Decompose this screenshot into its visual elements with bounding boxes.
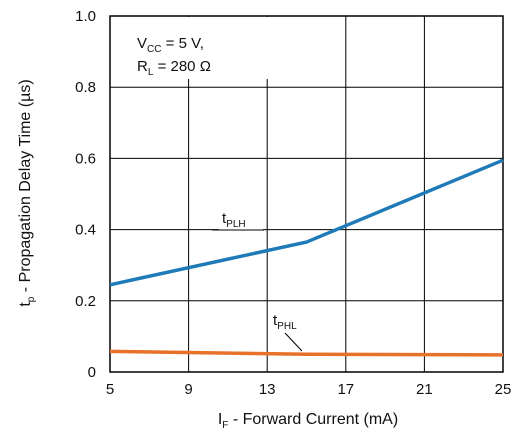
x-tick-label: 25 (495, 381, 512, 398)
y-tick-labels: 0 0.2 0.4 0.6 0.8 1.0 (75, 8, 96, 381)
annotation-vcc-main: V (137, 35, 147, 52)
series-line-tphl (110, 351, 503, 355)
series-line-tplh (110, 160, 503, 285)
y-tick-label: 1.0 (75, 8, 96, 25)
x-tick-labels: 5 9 13 17 21 25 (106, 381, 512, 398)
x-tick-label: 17 (337, 381, 354, 398)
label-leaders (212, 230, 302, 351)
y-tick-label: 0.6 (75, 150, 96, 167)
y-tick-label: 0.2 (75, 293, 96, 310)
x-tick-label: 5 (106, 381, 114, 398)
y-tick-label: 0.4 (75, 222, 96, 239)
y-tick-label: 0 (88, 364, 96, 381)
x-tick-label: 21 (416, 381, 433, 398)
annotation-vcc-sub: CC (147, 44, 161, 55)
x-tick-label: 13 (259, 381, 276, 398)
y-axis-label: tp - Propagation Delay Time (µs) (17, 79, 37, 306)
series-label-tplh-sub: PLH (226, 219, 245, 230)
y-tick-label: 0.8 (75, 79, 96, 96)
annotation-rl-main: R (137, 58, 148, 75)
y-axis-label-rest: - Propagation Delay Time (µs) (17, 79, 34, 296)
annotation-rl-rest: = 280 Ω (153, 58, 211, 75)
series-label-tphl-sub: PHL (277, 321, 297, 332)
x-axis-label-rest: - Forward Current (mA) (228, 411, 398, 428)
leader-tphl (285, 333, 302, 351)
annotation-vcc-rest: = 5 V, (161, 35, 203, 52)
x-tick-label: 9 (184, 381, 192, 398)
x-axis-label: IF - Forward Current (mA) (218, 411, 398, 431)
